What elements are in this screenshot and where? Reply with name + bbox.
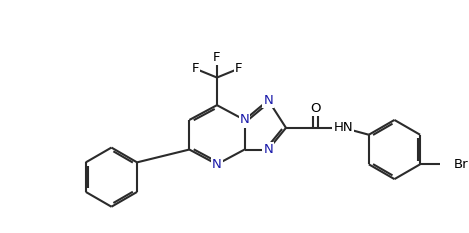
Text: F: F xyxy=(213,51,221,64)
Text: N: N xyxy=(264,143,273,156)
Text: N: N xyxy=(264,94,273,107)
Text: HN: HN xyxy=(333,121,353,134)
Text: F: F xyxy=(191,62,199,75)
Text: Br: Br xyxy=(454,158,468,171)
Text: O: O xyxy=(310,102,321,115)
Text: N: N xyxy=(240,113,250,127)
Text: N: N xyxy=(212,158,222,171)
Text: F: F xyxy=(235,62,242,75)
